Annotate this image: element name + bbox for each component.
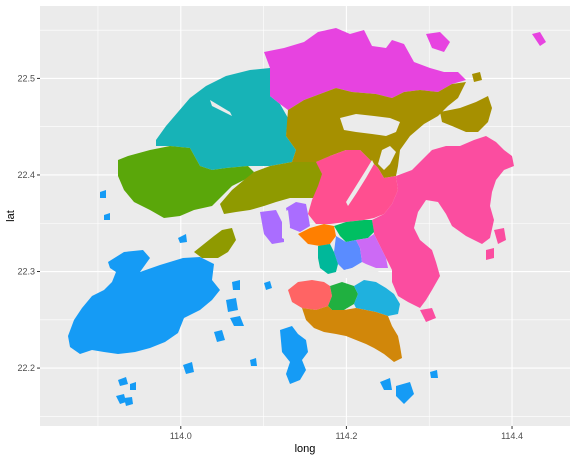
region-kwun-tong: [356, 234, 388, 268]
water-features: [210, 100, 400, 284]
region-southern: [302, 306, 402, 362]
tolo-harbour: [378, 146, 396, 170]
victoria-harbour: [332, 266, 388, 284]
region-tuen-mun: [118, 146, 254, 218]
y-tick-label: 22.5: [17, 73, 35, 83]
y-tick-label: 22.2: [17, 363, 35, 373]
region-islands: [68, 190, 438, 406]
region-yuen-long: [156, 68, 296, 170]
shing-mun-channel: [346, 160, 374, 206]
deep-bay-spit: [210, 100, 232, 116]
region-eastern: [354, 280, 400, 316]
x-axis-title: long: [295, 443, 316, 455]
region-sham-shui-po: [298, 224, 336, 246]
region-sha-tin: [308, 150, 398, 224]
region-tsuen-wan: [194, 156, 330, 258]
y-tick-label: 22.4: [17, 170, 35, 180]
y-tick-label: 22.3: [17, 267, 35, 277]
x-tick-label: 114.2: [335, 431, 357, 441]
region-kowloon-city: [334, 236, 362, 270]
x-tick-labels: 114.0 114.2 114.4: [170, 431, 523, 441]
region-central-western: [288, 280, 332, 310]
x-tick-label: 114.4: [501, 431, 523, 441]
region-kwai-tsing: [260, 202, 310, 244]
region-yau-tsim-mong: [318, 244, 338, 274]
axis-ticks: [37, 77, 513, 429]
region-north: [264, 28, 546, 110]
reservoir-inlet: [340, 114, 400, 136]
rambler-channel: [282, 210, 290, 240]
y-axis-title: lat: [5, 210, 17, 222]
y-tick-labels: 22.2 22.3 22.4 22.5: [17, 73, 35, 373]
region-sai-kung: [372, 136, 514, 322]
region-wong-tai-sin: [334, 220, 374, 242]
x-tick-label: 114.0: [170, 431, 192, 441]
region-wan-chai: [328, 282, 358, 310]
